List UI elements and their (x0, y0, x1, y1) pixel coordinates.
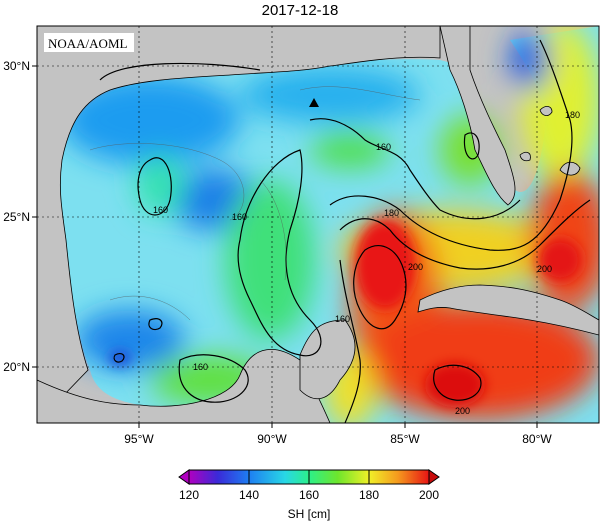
contour-minor (89, 86, 421, 321)
contour-160-b (237, 149, 322, 357)
page-title: 2017-12-18 (261, 2, 339, 19)
contour-160-a (137, 157, 172, 216)
contour-200-north (339, 199, 591, 270)
lon-tick-label: 90°W (257, 432, 287, 446)
florida-peninsula (439, 26, 516, 206)
axis-ticks (32, 65, 538, 428)
contour-200-south (433, 364, 482, 401)
bahamas-3 (519, 151, 531, 162)
lon-tick-label: 85°W (390, 432, 420, 446)
colorbar-tick-label: 160 (299, 488, 319, 502)
bahamas-2 (539, 106, 553, 116)
contour-label: 160 (335, 314, 350, 324)
colorbar-label: SH [cm] (288, 507, 331, 521)
contour-label-group: 160 160 160 160 180 180 200 200 200 160 (153, 110, 580, 416)
contour-label: 200 (408, 262, 423, 272)
contour-label: 160 (193, 362, 208, 372)
contour-small-2 (113, 352, 125, 363)
map-plot-area: 160 160 160 160 180 180 200 200 200 160 … (37, 26, 599, 423)
colorbar-max-arrow (428, 469, 440, 485)
contour-160-d (178, 354, 249, 403)
contour-200-loop (353, 245, 407, 330)
colorbar: 120 140 160 180 200 SH [cm] (178, 469, 440, 521)
contour-160-c (309, 118, 521, 220)
colorbar-tick-label: 180 (359, 488, 379, 502)
colorbar-tick-label: 200 (419, 488, 439, 502)
graticule (37, 26, 599, 423)
ocean-field (59, 26, 599, 423)
lat-tick-label: 30°N (3, 59, 30, 73)
credit-box (44, 33, 134, 52)
map-frame (36, 25, 600, 424)
credit-text: NOAA/AOML (48, 36, 128, 51)
colorbar-tick-label: 120 (179, 488, 199, 502)
colorbar-min-arrow (178, 469, 190, 485)
contour-small-1 (148, 318, 163, 331)
lon-tick-label: 80°W (522, 432, 552, 446)
lat-tick-label: 20°N (3, 360, 30, 374)
contour-180 (329, 39, 573, 251)
contour-label: 160 (153, 205, 168, 215)
contour-small-3 (463, 132, 480, 160)
contour-label: 160 (232, 212, 247, 222)
contour-180-west (339, 259, 361, 423)
contour-north (99, 62, 261, 81)
contour-label: 180 (384, 208, 399, 218)
colorbar-tick-label: 140 (239, 488, 259, 502)
contour-label: 200 (455, 406, 470, 416)
cuba (417, 284, 599, 336)
lat-tick-label: 25°N (3, 210, 30, 224)
lon-tick-label: 95°W (124, 432, 154, 446)
triangle-marker-icon (309, 98, 319, 107)
lat-tick-labels: 30°N 25°N 20°N (3, 59, 30, 374)
lon-tick-labels: 95°W 90°W 85°W 80°W (124, 432, 552, 446)
contour-label: 180 (565, 110, 580, 120)
contour-label: 160 (376, 142, 391, 152)
contour-lines (99, 39, 591, 423)
contour-label: 200 (537, 264, 552, 274)
